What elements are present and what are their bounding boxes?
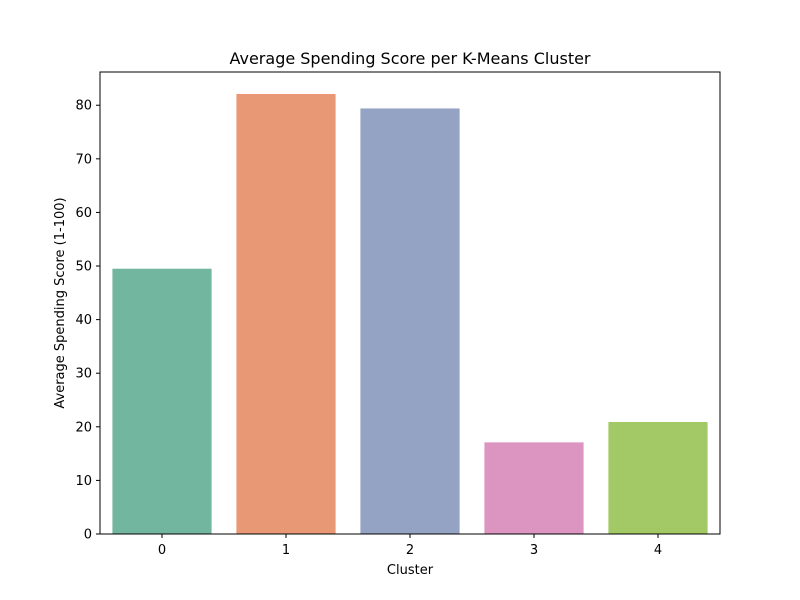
y-tick-label: 60 [75, 206, 92, 221]
y-tick-label: 20 [75, 420, 92, 435]
x-tick-label: 0 [158, 543, 166, 558]
x-tick-label: 1 [282, 543, 290, 558]
y-tick-label: 30 [75, 367, 92, 382]
y-tick-label: 40 [75, 313, 92, 328]
x-axis: 0 1 2 3 4 [158, 534, 662, 558]
x-tick-label: 3 [530, 543, 538, 558]
x-axis-label: Cluster [387, 563, 434, 578]
chart-title: Average Spending Score per K-Means Clust… [229, 49, 590, 68]
x-tick-label: 2 [406, 543, 414, 558]
x-tick-label: 4 [654, 543, 662, 558]
bars-group [112, 93, 708, 535]
y-tick-label: 10 [75, 474, 92, 489]
bar-cluster-4 [608, 421, 708, 534]
y-tick-label: 0 [84, 528, 92, 543]
bar-cluster-0 [112, 268, 212, 534]
y-axis-label: Average Spending Score (1-100) [53, 197, 68, 408]
y-tick-label: 70 [75, 152, 92, 167]
bar-cluster-3 [484, 442, 584, 534]
y-tick-label: 80 [75, 99, 92, 114]
y-tick-label: 50 [75, 260, 92, 275]
bar-cluster-2 [360, 108, 460, 535]
y-axis: 0 10 20 30 40 50 60 70 80 [75, 99, 100, 543]
bar-cluster-1 [236, 93, 336, 534]
